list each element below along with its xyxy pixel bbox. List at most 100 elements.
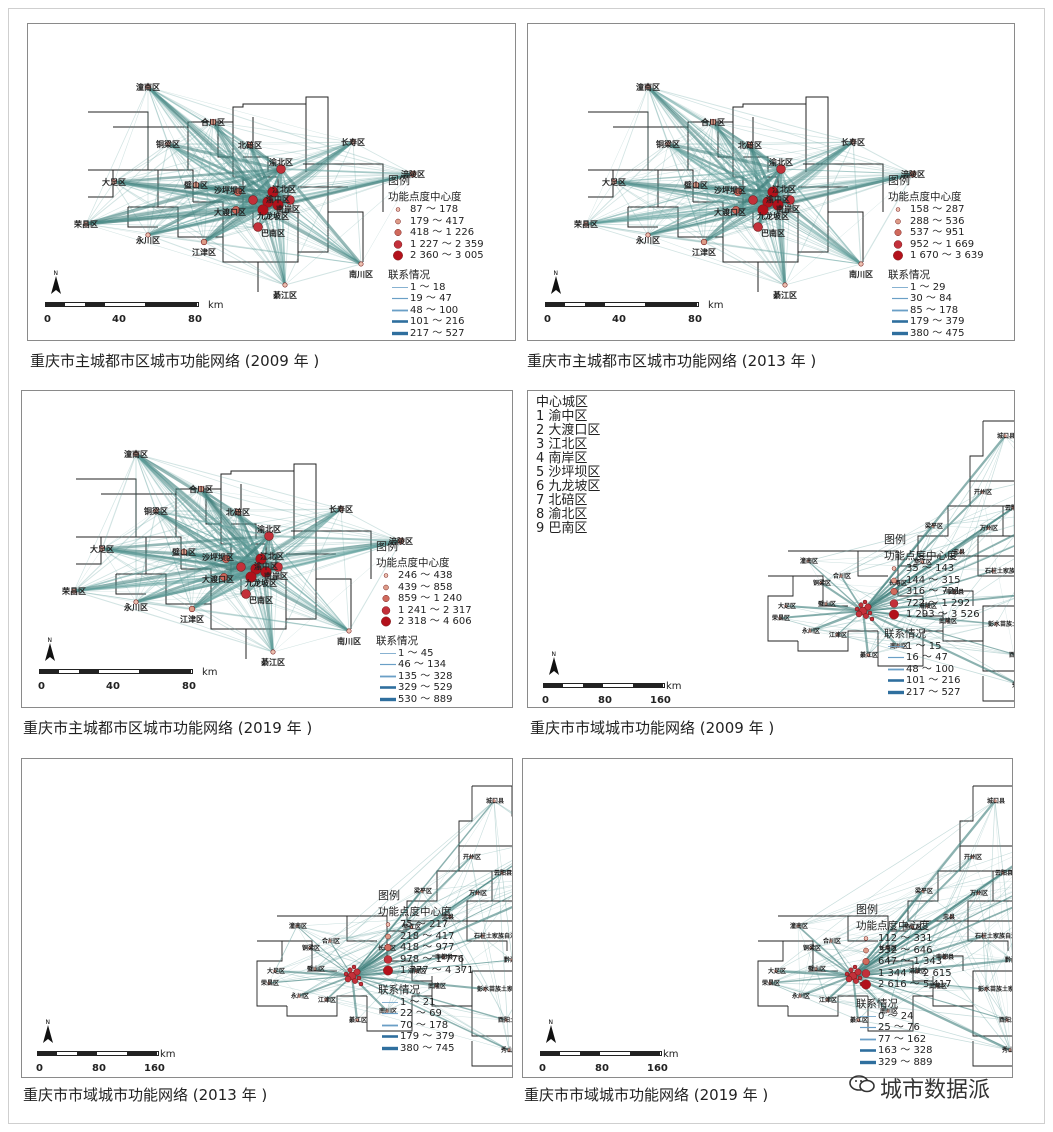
function-link (867, 525, 934, 656)
function-link (667, 143, 914, 175)
function-link (309, 947, 510, 1051)
function-link (757, 226, 862, 265)
function-link (476, 872, 503, 894)
node-marker (250, 563, 262, 575)
function-link (113, 143, 169, 183)
legend-node-symbol (383, 573, 389, 578)
legend-link-item: 135 ～ 328 (376, 671, 472, 683)
district-label: 合川区 (188, 484, 213, 494)
legend-link-item: 217 ～ 527 (884, 687, 980, 699)
function-link (249, 141, 354, 146)
node-marker (991, 569, 995, 573)
legend-link-title: 联系情况 (388, 268, 430, 281)
scale-bar-segment (580, 1052, 600, 1055)
function-link (449, 800, 495, 918)
function-link (135, 511, 239, 603)
node-marker (145, 84, 151, 90)
legend-link-item: 1 ～ 29 (888, 282, 984, 294)
district-label: 长寿区 (841, 137, 865, 147)
scale-unit-label: km (708, 300, 724, 311)
district-boundary (867, 995, 933, 1032)
node-marker (858, 602, 864, 608)
function-link (613, 173, 914, 183)
function-link (203, 241, 362, 265)
function-link (950, 916, 1011, 1051)
node-marker (850, 139, 856, 145)
scale-tick-label: 40 (112, 314, 126, 325)
function-link (272, 540, 402, 653)
district-label: 荣昌区 (771, 614, 790, 622)
scale-tick-label: 0 (44, 314, 51, 325)
node-marker (409, 925, 413, 929)
district-label: 巴南区 (761, 228, 785, 238)
function-link (943, 883, 1012, 958)
district-boundary (492, 870, 512, 902)
function-link (950, 892, 1012, 918)
district-boundary (471, 971, 512, 1067)
node-marker (133, 451, 139, 457)
node-marker (692, 181, 700, 189)
legend-link-symbol (382, 1024, 398, 1026)
function-link (757, 199, 791, 228)
node-marker (942, 955, 946, 959)
node-marker (273, 562, 283, 572)
node-marker (385, 1009, 389, 1013)
function-link (113, 144, 251, 183)
district-boundary (787, 995, 868, 1017)
district-label: 合川区 (823, 937, 841, 945)
function-link (261, 209, 287, 286)
function-link (329, 800, 495, 942)
node-marker (285, 195, 295, 205)
function-link (946, 435, 1006, 622)
district-label: 永川区 (791, 992, 810, 1000)
scale-tick-label: 80 (188, 314, 202, 325)
function-link (810, 856, 1012, 949)
map-legend: 图例 功能点度中心度 35 ～ 143 144 ～ 315 316 ～ 721 722 ～… (884, 531, 980, 698)
function-link (886, 890, 924, 949)
function-link (703, 173, 914, 243)
function-link (386, 856, 472, 1012)
map-canvas: 城口县巫溪县巫山县开州区云阳县奉节县梁平区万州区忠县垫江区石柱土家族自治县潼南区… (757, 785, 1012, 1067)
function-link (695, 183, 774, 194)
function-link (887, 970, 918, 1012)
node-marker (806, 559, 810, 563)
scale-bar-segment (105, 303, 145, 306)
node-marker (270, 649, 276, 655)
district-boundary (788, 550, 888, 577)
district-label: 铜梁区 (144, 506, 168, 516)
function-link (667, 142, 782, 171)
function-link (921, 435, 1006, 563)
district-boundary (406, 846, 460, 921)
function-link (155, 508, 342, 512)
node-marker (260, 566, 272, 578)
district-label: 綦江区 (849, 1016, 868, 1024)
district-label: 大渡口区 (714, 207, 746, 217)
node-marker (925, 604, 929, 608)
function-link (921, 561, 948, 622)
function-link (268, 535, 350, 632)
function-link (296, 916, 451, 927)
function-link (135, 601, 350, 632)
function-link (73, 488, 202, 592)
district-label: 酉阳土家族苗族自治县 (498, 1016, 512, 1024)
scale-bar: N 0 80 160 km (535, 1019, 710, 1077)
district-label: 潼南区 (124, 449, 148, 459)
function-link (360, 173, 414, 265)
function-link (351, 916, 451, 977)
function-links (73, 452, 402, 653)
legend-node-item: 722 ～ 1 292 (884, 598, 980, 610)
node-marker (776, 164, 786, 174)
node-marker (858, 261, 864, 267)
node-marker (814, 967, 818, 971)
district-boundary (316, 578, 352, 629)
node-marker (234, 508, 242, 516)
node-marker (507, 1048, 511, 1052)
function-link (351, 892, 478, 977)
scale-bar: N 0 80 160 km (32, 1019, 207, 1077)
function-links (268, 800, 512, 1051)
node-marker (984, 987, 988, 991)
scale-tick-label: 80 (595, 1063, 609, 1074)
legend-link-title: 联系情况 (376, 634, 418, 647)
function-link (237, 173, 414, 193)
